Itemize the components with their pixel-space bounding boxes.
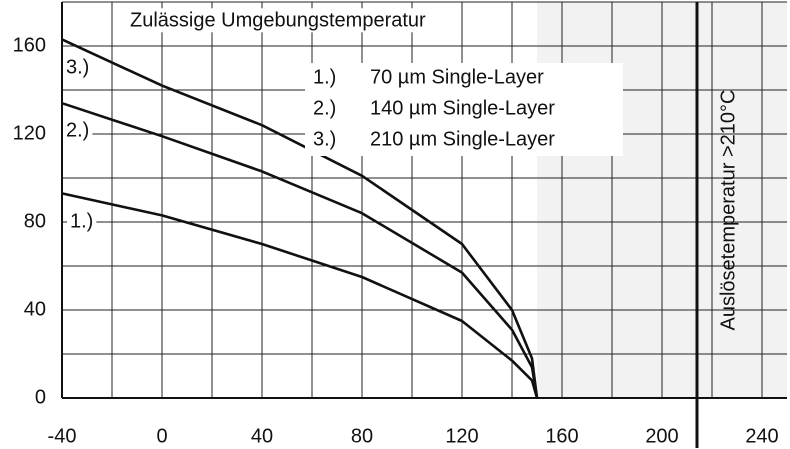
y-tick-label: 80 xyxy=(24,210,46,232)
x-tick-label: 160 xyxy=(545,425,578,447)
curve xyxy=(61,101,539,399)
legend-number: 2.) xyxy=(313,97,336,119)
y-tick-label: 0 xyxy=(35,386,46,408)
curve-label: 3.) xyxy=(66,56,89,78)
x-tick-label: 0 xyxy=(156,425,167,447)
chart-title: Zulässige Umgebungstemperatur xyxy=(130,9,426,31)
threshold-annotation: Auslösetemperatur >210°C xyxy=(717,90,739,331)
label-background xyxy=(63,118,93,143)
legend-label: 210 µm Single-Layer xyxy=(370,128,555,150)
legend-number: 1.) xyxy=(313,66,336,88)
legend-background xyxy=(305,63,623,94)
legend-number: 3.) xyxy=(313,128,336,150)
label-background xyxy=(127,8,430,33)
lines-layer xyxy=(61,2,699,448)
legend-background xyxy=(305,125,623,156)
curve xyxy=(61,38,539,399)
x-tick-label: -40 xyxy=(48,425,77,447)
x-tick-label: 200 xyxy=(645,425,678,447)
x-tick-label: 240 xyxy=(745,425,778,447)
x-tick-label: 80 xyxy=(351,425,373,447)
label-background xyxy=(63,55,93,80)
text-layer: -40 0 40 80 120 160 200 24004080120160Zulässige… xyxy=(13,8,779,447)
x-tick-label: 120 xyxy=(445,425,478,447)
curve-label: 1.) xyxy=(70,210,93,232)
x-tick-label: 40 xyxy=(251,425,273,447)
y-tick-label: 120 xyxy=(13,122,46,144)
y-tick-label: 160 xyxy=(13,34,46,56)
curve-label: 2.) xyxy=(66,119,89,141)
legend-label: 140 µm Single-Layer xyxy=(370,97,555,119)
y-tick-label: 40 xyxy=(24,298,46,320)
legend-background xyxy=(305,94,623,125)
label-background xyxy=(67,209,97,234)
legend-label: 70 µm Single-Layer xyxy=(370,66,544,88)
curve xyxy=(61,192,539,399)
